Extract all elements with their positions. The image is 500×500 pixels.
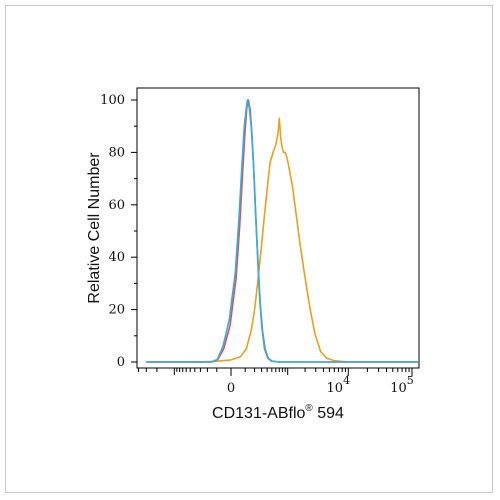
y-tick-label: 80 xyxy=(108,145,125,160)
x-tick-label: 105 xyxy=(390,374,414,396)
y-tick-label: 0 xyxy=(117,355,125,370)
y-tick-label: 100 xyxy=(100,93,125,108)
plot-area xyxy=(136,87,420,369)
series-line-3 xyxy=(146,99,418,363)
y-axis: 0 20 40 60 80 100 xyxy=(100,93,137,370)
x-tick-label: 0 xyxy=(227,381,235,396)
x-axis-title-suffix: 594 xyxy=(313,405,344,422)
x-axis-title: CD131-ABflo® 594 xyxy=(212,403,344,422)
series-layer xyxy=(146,99,418,363)
x-tick-label: 104 xyxy=(327,374,351,396)
x-axis: 0 104 105 xyxy=(138,368,414,396)
y-tick-label: 60 xyxy=(108,198,125,213)
y-tick-label: 40 xyxy=(108,250,125,265)
series-line-2 xyxy=(146,99,418,363)
x-axis-title-main: CD131-ABflo xyxy=(212,405,305,422)
x-axis-title-superscript: ® xyxy=(305,403,313,414)
y-tick-label: 20 xyxy=(108,303,125,318)
y-axis-title: Relative Cell Number xyxy=(86,152,103,304)
series-line-1 xyxy=(146,117,418,363)
figure-frame xyxy=(5,5,493,493)
